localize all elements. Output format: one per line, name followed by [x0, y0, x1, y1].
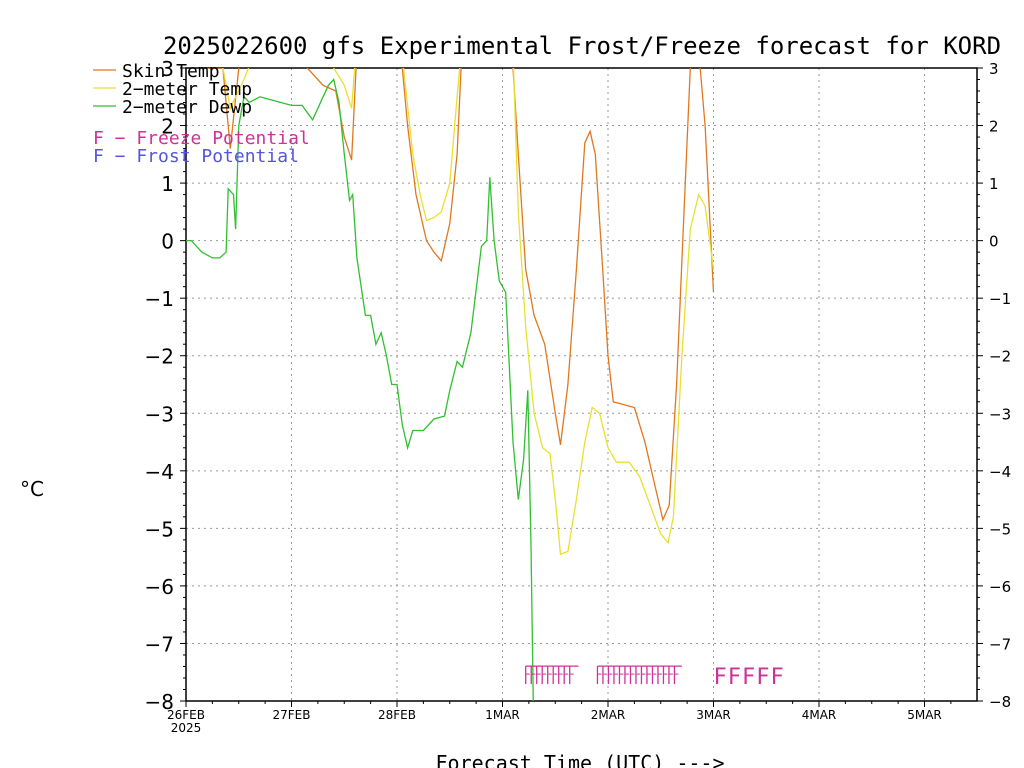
- legend-label: 2−meter Dewp: [122, 97, 252, 118]
- chart-title: 2025022600 gfs Experimental Frost/Freeze…: [163, 32, 1001, 60]
- y-tick-label-left: −4: [145, 460, 174, 484]
- x-tick-sublabel: 2025: [171, 721, 202, 735]
- y-tick-label-left: 2: [161, 115, 174, 139]
- y-tick-label-right: −4: [989, 463, 1011, 481]
- y-tick-label-right: −5: [989, 520, 1011, 538]
- y-tick-label-left: −7: [145, 632, 174, 656]
- x-axis: 26FEB 27FEB 28FEB 1MAR 2MAR 3MAR 4MAR 5MAR 2025: [167, 701, 952, 735]
- freeze-marker-letters: FFFFF: [714, 665, 785, 690]
- y-tick-label-left: 1: [161, 172, 174, 196]
- plot-frame: [185, 67, 978, 702]
- x-tick-label: 1MAR: [485, 708, 520, 722]
- series-line-skin-temp: [206, 68, 715, 522]
- legend-label: Skin Temp: [122, 61, 220, 82]
- y-tick-label-left: −5: [145, 517, 174, 541]
- grid-lines: [186, 68, 977, 701]
- legend-label: 2−meter Temp: [122, 79, 252, 100]
- series-group: [186, 68, 715, 701]
- y-tick-label-right: 1: [989, 175, 999, 193]
- x-tick-label: 4MAR: [802, 708, 837, 722]
- y-tick-label-right: −8: [989, 693, 1011, 711]
- y-tick-label-left: −1: [145, 287, 174, 311]
- series-line-2-meter-dewp: [186, 78, 534, 701]
- x-axis-label: Forecast Time (UTC) --->: [436, 751, 725, 768]
- y-tick-label-left: −2: [145, 345, 174, 369]
- y-tick-label-right: 3: [989, 60, 999, 78]
- freeze-markers: FFFFF: [525, 665, 785, 690]
- x-tick-label: 2MAR: [591, 708, 626, 722]
- y-tick-label-right: 0: [989, 233, 999, 251]
- y-tick-label-left: 0: [161, 230, 174, 254]
- y-tick-label-left: −6: [145, 575, 174, 599]
- y-tick-label-left: −8: [145, 690, 174, 714]
- y-tick-label-left: 3: [161, 57, 174, 81]
- x-tick-label: 26FEB: [167, 708, 205, 722]
- y-tick-label-right: −2: [989, 348, 1011, 366]
- legend-frost-potential: F − Frost Potential: [93, 146, 299, 167]
- legend-freeze-potential: F − Freeze Potential: [93, 128, 310, 149]
- y-tick-label-right: −7: [989, 635, 1011, 653]
- x-tick-label: 5MAR: [907, 708, 942, 722]
- y-axis-label: °C: [20, 477, 44, 501]
- y-tick-label-right: −6: [989, 578, 1011, 596]
- y-axis: 3 3 2 2 1 1 0 0 −1 −1 −2 −2 −3 −3 −4 −4 −5 −5 −6 −6 −7 −7 −8 −8: [145, 57, 1012, 714]
- y-tick-label-right: 2: [989, 118, 999, 136]
- x-tick-label: 28FEB: [378, 708, 416, 722]
- x-tick-label: 3MAR: [696, 708, 731, 722]
- x-tick-label: 27FEB: [273, 708, 311, 722]
- y-tick-label-right: −1: [989, 290, 1011, 308]
- y-tick-label-left: −3: [145, 402, 174, 426]
- y-tick-label-right: −3: [989, 405, 1011, 423]
- series-line-2-meter-temp: [222, 68, 715, 556]
